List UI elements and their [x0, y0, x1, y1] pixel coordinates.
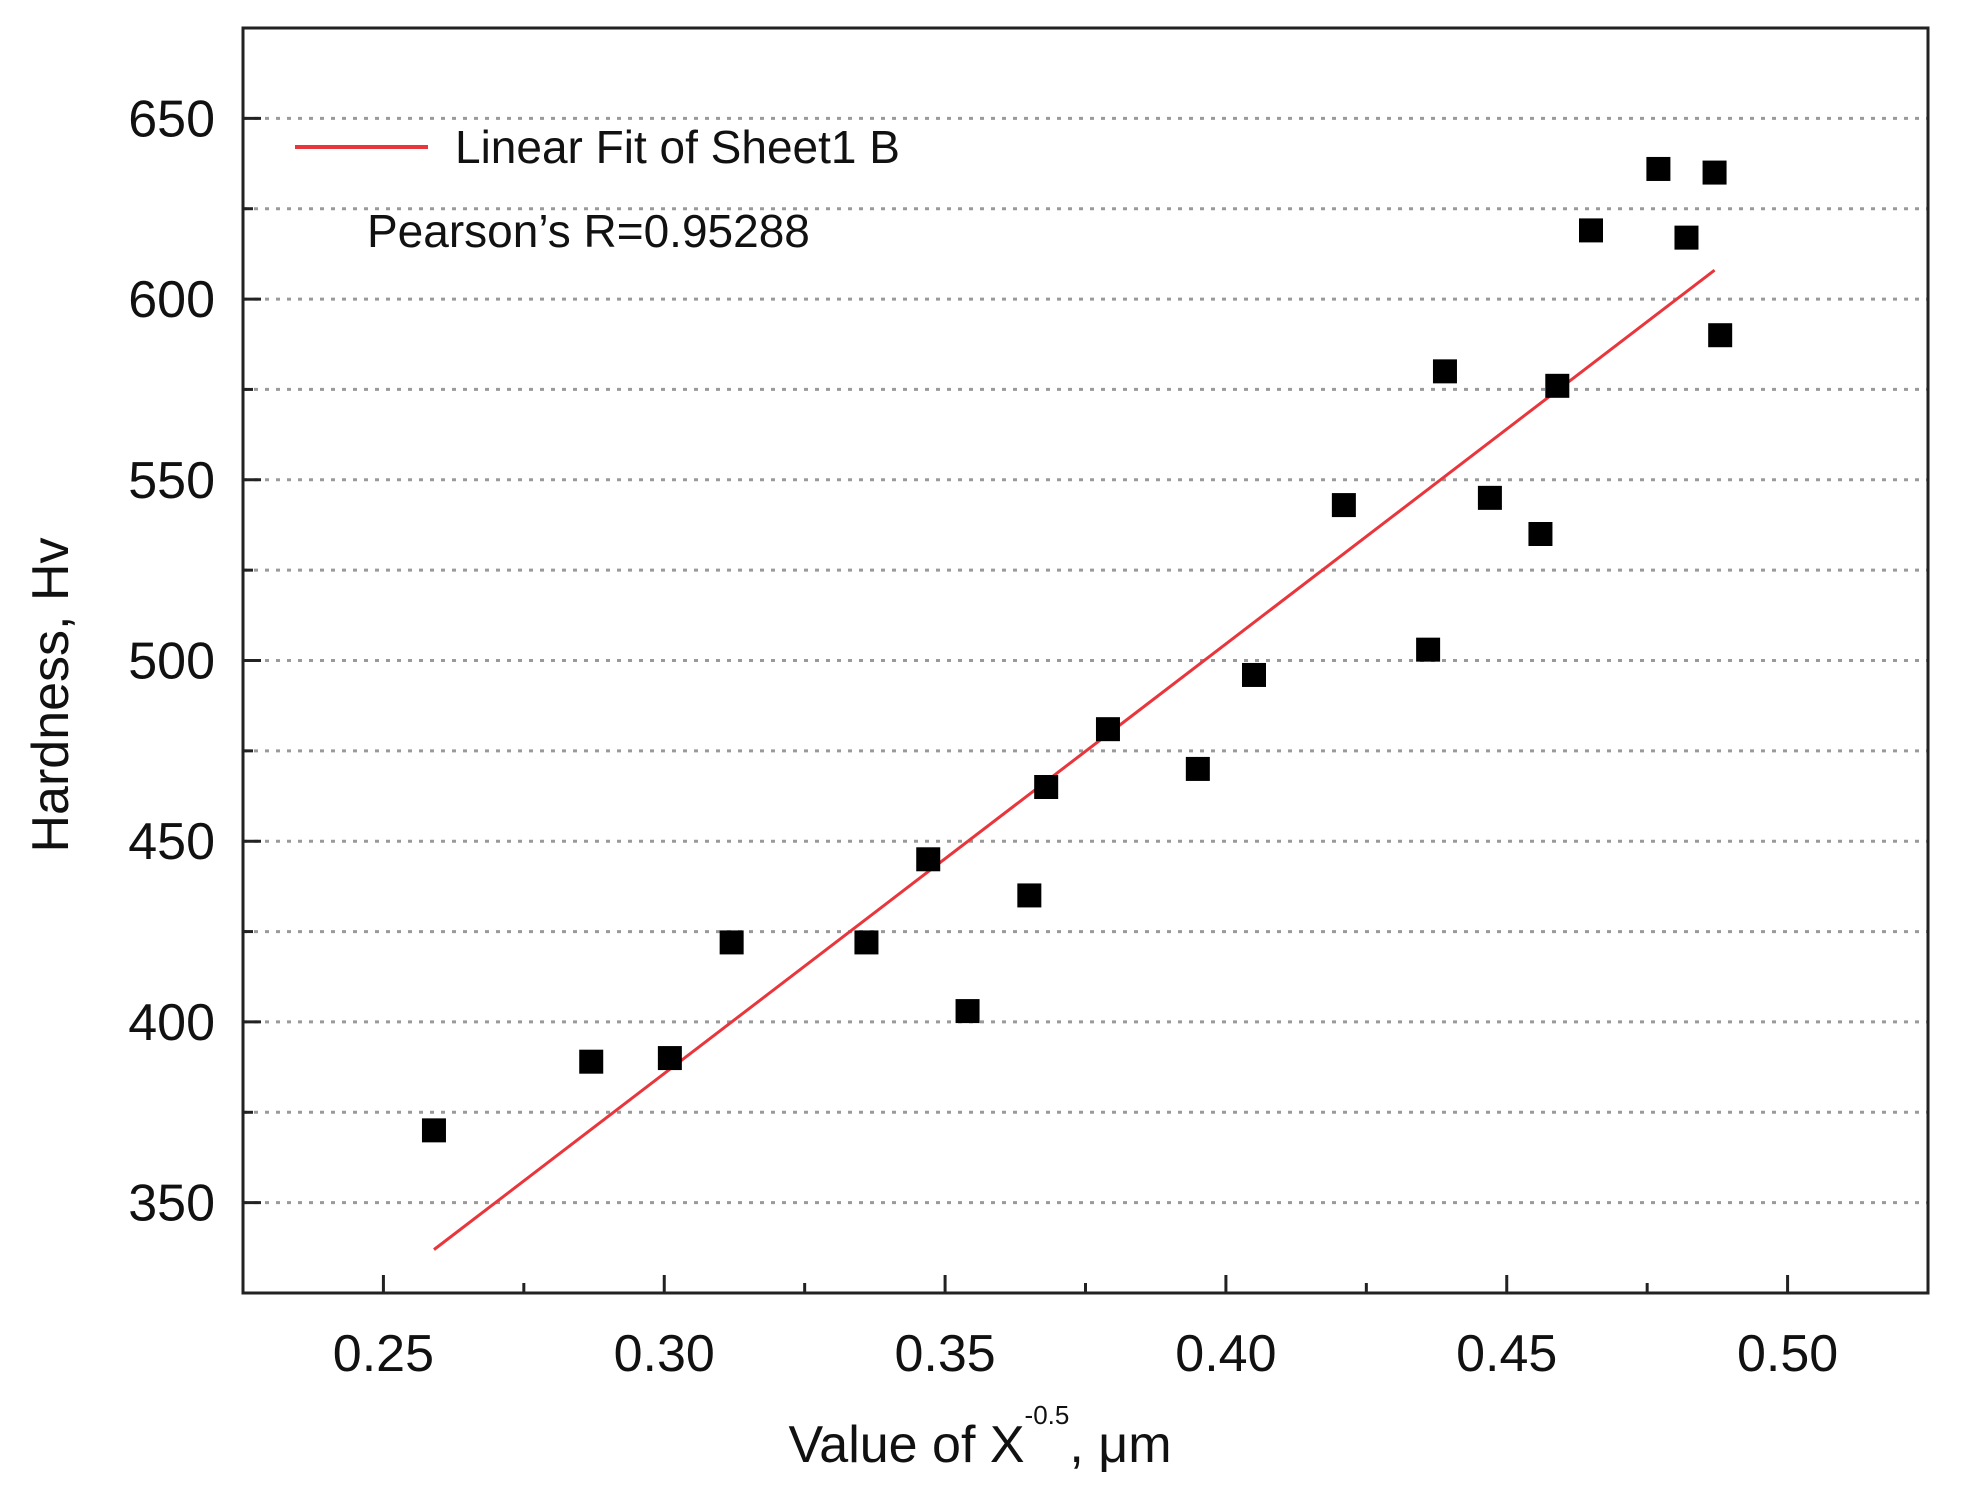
data-point [1528, 522, 1553, 546]
data-point [1331, 493, 1356, 518]
legend-label: Linear Fit of Sheet1 B [455, 121, 900, 173]
data-point [1674, 225, 1699, 250]
y-axis-title: Hardness, Hv [22, 538, 80, 853]
axes: 0.25 0.30 0.35 0.40 0.45 0.50 350 400 450 500 550 6… [128, 26, 1930, 1383]
y-tick-label: 500 [128, 633, 215, 691]
x-tick-label: 0.25 [333, 1325, 434, 1383]
y-tick-label: 650 [128, 90, 215, 148]
data-point [1242, 662, 1266, 687]
data-point [1416, 637, 1441, 662]
y-tick-label: 550 [128, 452, 215, 510]
legend: Linear Fit of Sheet1 B [295, 121, 900, 173]
y-tick-label: 450 [128, 813, 215, 871]
data-point [1708, 323, 1733, 348]
x-tick-label: 0.50 [1737, 1325, 1838, 1383]
data-point [1034, 775, 1059, 799]
x-axis-title-suffix: , μm [1069, 1416, 1171, 1474]
data-point [421, 1118, 446, 1143]
fit-line-group [433, 268, 1716, 1251]
data-point [916, 847, 941, 872]
data-point [1477, 485, 1502, 510]
data-point [579, 1049, 604, 1074]
x-axis-title-main: Value of X [788, 1416, 1024, 1474]
data-point [1017, 883, 1042, 908]
y-tick-label: 350 [128, 1175, 215, 1233]
data-point [854, 930, 879, 955]
x-tick-label: 0.40 [1175, 1325, 1276, 1383]
data-point [657, 1046, 682, 1071]
data-point [1432, 359, 1457, 384]
data-point [1702, 160, 1727, 185]
x-axis-title-superscript: -0.5 [1025, 1400, 1070, 1430]
data-point [1579, 218, 1603, 243]
x-tick-label: 0.45 [1456, 1325, 1557, 1383]
x-axis-title: Value of X-0.5, μm [788, 1400, 1171, 1474]
data-point [1545, 373, 1570, 398]
data-points [421, 156, 1733, 1143]
data-point [1185, 756, 1210, 781]
data-point [719, 930, 744, 955]
data-point [955, 999, 980, 1024]
y-tick-label: 400 [128, 994, 215, 1052]
x-tick-label: 0.35 [894, 1325, 995, 1383]
x-tick-label: 0.30 [614, 1325, 715, 1383]
y-tick-label: 600 [128, 271, 215, 329]
data-point [1095, 717, 1120, 742]
data-point [1646, 156, 1671, 181]
pearson-r-annotation: Pearson’s R=0.95288 [367, 205, 810, 257]
linear-fit-line [433, 268, 1716, 1251]
